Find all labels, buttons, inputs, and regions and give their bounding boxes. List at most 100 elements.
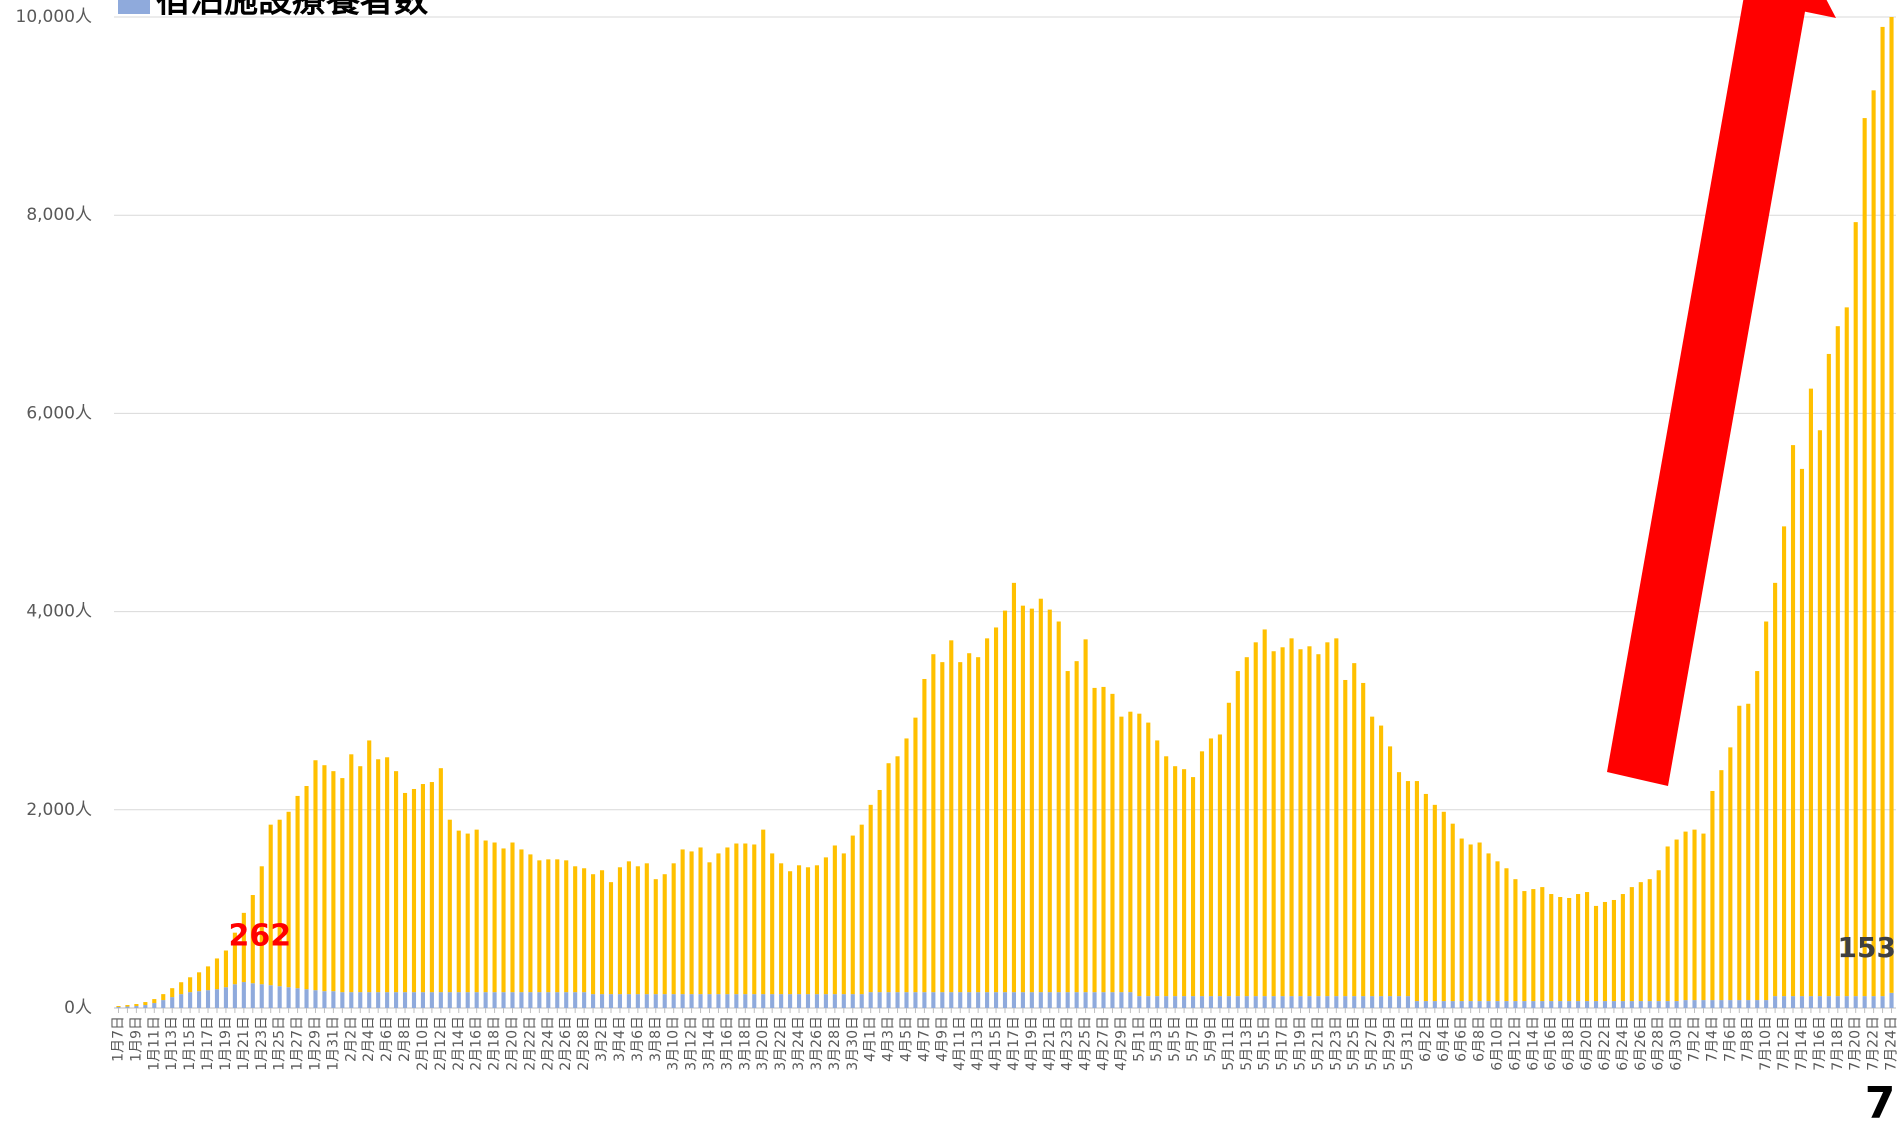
bar bbox=[456, 830, 461, 993]
bar bbox=[1817, 996, 1822, 1008]
bar bbox=[116, 1007, 121, 1008]
bar bbox=[967, 992, 972, 1008]
bar bbox=[1441, 811, 1446, 1002]
bar bbox=[1155, 740, 1160, 997]
bar bbox=[1370, 996, 1375, 1008]
bar bbox=[662, 874, 667, 995]
bar bbox=[349, 992, 354, 1008]
bar bbox=[1826, 996, 1831, 1008]
bar bbox=[1540, 887, 1545, 1002]
bar bbox=[770, 853, 775, 995]
x-tick-label: 5月31日 bbox=[1400, 1016, 1416, 1071]
bar bbox=[1602, 901, 1608, 1002]
x-tick-label: 4月11日 bbox=[952, 1016, 968, 1071]
bar bbox=[1146, 996, 1151, 1008]
bar bbox=[420, 784, 425, 993]
x-tick-label: 2月8日 bbox=[397, 1016, 413, 1062]
bar bbox=[394, 771, 399, 993]
bar bbox=[1146, 722, 1151, 997]
bar bbox=[438, 768, 443, 993]
bar bbox=[1799, 468, 1805, 997]
legend-swatch bbox=[118, 0, 150, 14]
x-tick-label: 5月3日 bbox=[1149, 1016, 1165, 1062]
bar bbox=[152, 999, 157, 1004]
bar bbox=[537, 860, 542, 993]
bar bbox=[161, 994, 166, 1001]
bar bbox=[331, 991, 336, 1008]
bar bbox=[1110, 693, 1115, 993]
bar bbox=[1038, 992, 1043, 1008]
bar bbox=[1522, 1001, 1527, 1008]
bar bbox=[411, 992, 417, 1008]
bar bbox=[653, 994, 658, 1008]
bar bbox=[1432, 804, 1437, 1002]
bar bbox=[1558, 897, 1563, 1002]
bar bbox=[223, 950, 228, 988]
x-tick-label: 5月21日 bbox=[1310, 1016, 1326, 1071]
x-tick-label: 6月20日 bbox=[1579, 1016, 1595, 1071]
bar bbox=[1611, 1001, 1616, 1008]
bar bbox=[1683, 831, 1688, 1001]
bar bbox=[1773, 996, 1778, 1008]
x-tick-label: 6月12日 bbox=[1507, 1016, 1523, 1071]
bar bbox=[1773, 582, 1778, 997]
x-tick-label: 2月22日 bbox=[522, 1016, 538, 1071]
bar bbox=[1289, 996, 1294, 1008]
bar bbox=[1728, 1000, 1733, 1008]
bar bbox=[599, 870, 605, 995]
bar bbox=[841, 994, 846, 1008]
bar bbox=[1226, 996, 1231, 1008]
bar bbox=[761, 994, 766, 1008]
bar bbox=[322, 765, 327, 992]
bar bbox=[205, 990, 211, 1008]
y-tick-label: 4,000人 bbox=[26, 602, 92, 622]
bar bbox=[483, 840, 488, 993]
data-label: 153 bbox=[1838, 931, 1896, 964]
bar bbox=[1889, 992, 1894, 1008]
bar bbox=[1334, 996, 1339, 1008]
x-tick-label: 5月15日 bbox=[1257, 1016, 1273, 1071]
bar bbox=[805, 867, 811, 995]
x-tick-label: 7月8日 bbox=[1740, 1016, 1756, 1062]
bar bbox=[1531, 1001, 1536, 1008]
x-tick-label: 1月7日 bbox=[110, 1016, 126, 1062]
bar bbox=[985, 992, 990, 1008]
bar bbox=[1808, 388, 1813, 997]
bar bbox=[1020, 605, 1025, 993]
bar bbox=[232, 984, 237, 1008]
bar bbox=[1101, 992, 1106, 1008]
bar bbox=[1764, 1000, 1769, 1008]
bar bbox=[1011, 992, 1017, 1008]
bar bbox=[832, 845, 837, 995]
x-tick-label: 1月27日 bbox=[290, 1016, 306, 1071]
x-tick-label: 6月16日 bbox=[1543, 1016, 1559, 1071]
bar bbox=[1119, 992, 1124, 1008]
x-tick-label: 2月12日 bbox=[433, 1016, 449, 1071]
bar bbox=[1217, 996, 1222, 1008]
data-label: 262 bbox=[229, 919, 292, 954]
x-tick-label: 6月26日 bbox=[1633, 1016, 1649, 1071]
bar bbox=[1343, 679, 1348, 997]
bar bbox=[1182, 769, 1187, 997]
bar bbox=[707, 994, 712, 1008]
bar bbox=[313, 990, 318, 1008]
bar bbox=[1719, 770, 1724, 1001]
bar bbox=[1495, 861, 1500, 1002]
x-tick-label: 3月8日 bbox=[648, 1016, 664, 1062]
bar bbox=[895, 756, 900, 993]
bar bbox=[1110, 992, 1115, 1008]
bar bbox=[1011, 582, 1017, 993]
bar bbox=[1468, 844, 1473, 1002]
bar bbox=[770, 994, 775, 1008]
x-tick-label: 3月4日 bbox=[612, 1016, 628, 1062]
x-tick-label: 6月24日 bbox=[1615, 1016, 1631, 1071]
x-tick-label: 1月23日 bbox=[254, 1016, 270, 1071]
bar bbox=[1190, 777, 1196, 997]
bar bbox=[1656, 870, 1661, 1002]
bar bbox=[465, 833, 470, 993]
x-tick-label: 5月23日 bbox=[1328, 1016, 1344, 1071]
bar bbox=[1065, 992, 1070, 1008]
x-tick-label: 3月20日 bbox=[755, 1016, 771, 1071]
bar bbox=[1477, 1001, 1482, 1008]
